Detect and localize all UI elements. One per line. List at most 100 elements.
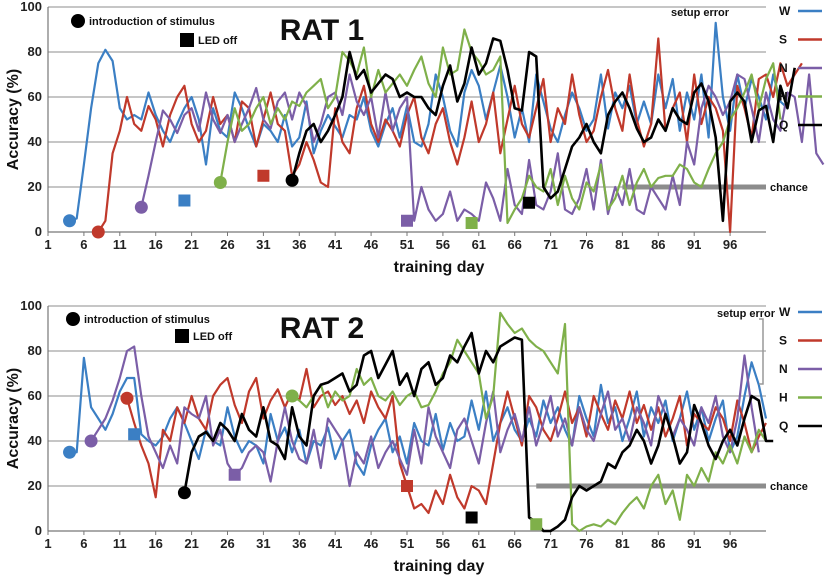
y-tick-label: 80 xyxy=(28,44,42,59)
intro-marker-N xyxy=(84,434,98,448)
legend-intro-label: introduction of stimulus xyxy=(84,314,210,326)
x-tick-label: 26 xyxy=(220,536,234,551)
x-tick-label: 46 xyxy=(364,237,378,252)
legend-label-S: S xyxy=(779,334,787,348)
y-tick-label: 60 xyxy=(28,388,42,403)
legend-circle-icon xyxy=(66,312,80,326)
y-tick-label: 40 xyxy=(28,433,42,448)
x-tick-label: 36 xyxy=(292,237,306,252)
y-axis-title: Accuracy (%) xyxy=(5,69,22,170)
x-tick-label: 56 xyxy=(436,237,450,252)
series-line-W xyxy=(69,356,768,476)
x-tick-label: 6 xyxy=(80,237,87,252)
legend-label-W: W xyxy=(779,4,791,18)
panel-title: RAT 1 xyxy=(280,14,364,47)
series-line-S xyxy=(125,367,767,515)
intro-marker-H xyxy=(213,176,227,189)
intro-marker-S xyxy=(91,225,105,239)
x-tick-label: 66 xyxy=(507,237,521,252)
intro-marker-N xyxy=(134,200,148,214)
x-tick-label: 41 xyxy=(328,237,342,252)
legend-label-N: N xyxy=(779,362,788,376)
legend-ledoff-label: LED off xyxy=(198,35,237,47)
intro-marker-S xyxy=(120,391,134,405)
series-line-S xyxy=(97,37,803,234)
legend-square-icon xyxy=(180,33,194,47)
series-line-N xyxy=(140,73,825,222)
x-tick-label: 31 xyxy=(256,237,270,252)
x-tick-label: 81 xyxy=(615,237,629,252)
intro-marker-W xyxy=(63,214,77,228)
x-tick-label: 86 xyxy=(651,536,665,551)
ledoff-marker-W xyxy=(128,428,141,441)
x-tick-label: 46 xyxy=(364,536,378,551)
chance-label: chance xyxy=(770,481,808,493)
ledoff-marker-S xyxy=(257,169,270,182)
x-tick-label: 16 xyxy=(148,237,162,252)
legend-label-N: N xyxy=(779,61,788,75)
x-axis-title: training day xyxy=(394,259,485,276)
x-tick-label: 1 xyxy=(44,237,51,252)
x-tick-label: 76 xyxy=(579,536,593,551)
ledoff-marker-Q xyxy=(523,196,536,209)
x-tick-label: 76 xyxy=(579,237,593,252)
intro-marker-H xyxy=(285,389,299,403)
x-tick-label: 86 xyxy=(651,237,665,252)
x-tick-label: 21 xyxy=(184,536,198,551)
series-line-W xyxy=(69,21,789,222)
setup-error-bracket xyxy=(759,318,764,385)
x-tick-label: 36 xyxy=(292,536,306,551)
x-tick-label: 51 xyxy=(400,237,414,252)
ledoff-marker-N xyxy=(401,214,413,227)
ledoff-marker-S xyxy=(401,480,413,492)
y-tick-label: 20 xyxy=(28,179,42,194)
ledoff-marker-Q xyxy=(465,511,478,524)
setup-error-label: setup error xyxy=(671,7,730,19)
x-tick-label: 96 xyxy=(723,536,737,551)
x-tick-label: 21 xyxy=(184,237,198,252)
ledoff-marker-H xyxy=(465,217,478,229)
series-line-Q xyxy=(183,331,774,533)
x-tick-label: 91 xyxy=(687,536,701,551)
setup-error-label: setup error xyxy=(717,308,776,320)
y-axis-title: Accuracy (%) xyxy=(5,368,22,469)
x-tick-label: 16 xyxy=(148,536,162,551)
legend-ledoff-label: LED off xyxy=(193,331,232,343)
x-axis-title: training day xyxy=(394,558,485,575)
x-tick-label: 81 xyxy=(615,536,629,551)
legend-label-H: H xyxy=(779,90,788,104)
x-tick-label: 41 xyxy=(328,536,342,551)
x-tick-label: 11 xyxy=(113,237,127,252)
intro-marker-W xyxy=(63,445,77,459)
x-tick-label: 31 xyxy=(256,536,270,551)
x-tick-label: 6 xyxy=(80,536,87,551)
legend-label-Q: Q xyxy=(779,118,788,132)
x-tick-label: 71 xyxy=(543,237,557,252)
y-tick-label: 80 xyxy=(28,343,42,358)
legend-circle-icon xyxy=(71,14,85,28)
ledoff-marker-W xyxy=(178,194,191,207)
panel-title: RAT 2 xyxy=(280,312,364,345)
series-line-H xyxy=(219,28,782,225)
y-tick-label: 0 xyxy=(35,523,42,538)
y-tick-label: 100 xyxy=(20,0,42,14)
legend-label-Q: Q xyxy=(779,419,788,433)
ledoff-marker-H xyxy=(530,518,543,531)
x-tick-label: 61 xyxy=(472,536,486,551)
series-line-H xyxy=(291,311,767,533)
x-tick-label: 96 xyxy=(723,237,737,252)
y-tick-label: 40 xyxy=(28,134,42,149)
y-tick-label: 100 xyxy=(20,298,42,313)
x-tick-label: 91 xyxy=(687,237,701,252)
legend-square-icon xyxy=(175,329,189,343)
x-tick-label: 61 xyxy=(472,237,486,252)
ledoff-marker-N xyxy=(228,468,241,481)
intro-marker-Q xyxy=(177,486,191,500)
x-tick-label: 26 xyxy=(220,237,234,252)
x-tick-label: 71 xyxy=(543,536,557,551)
legend-label-W: W xyxy=(779,305,791,319)
y-tick-label: 20 xyxy=(28,478,42,493)
